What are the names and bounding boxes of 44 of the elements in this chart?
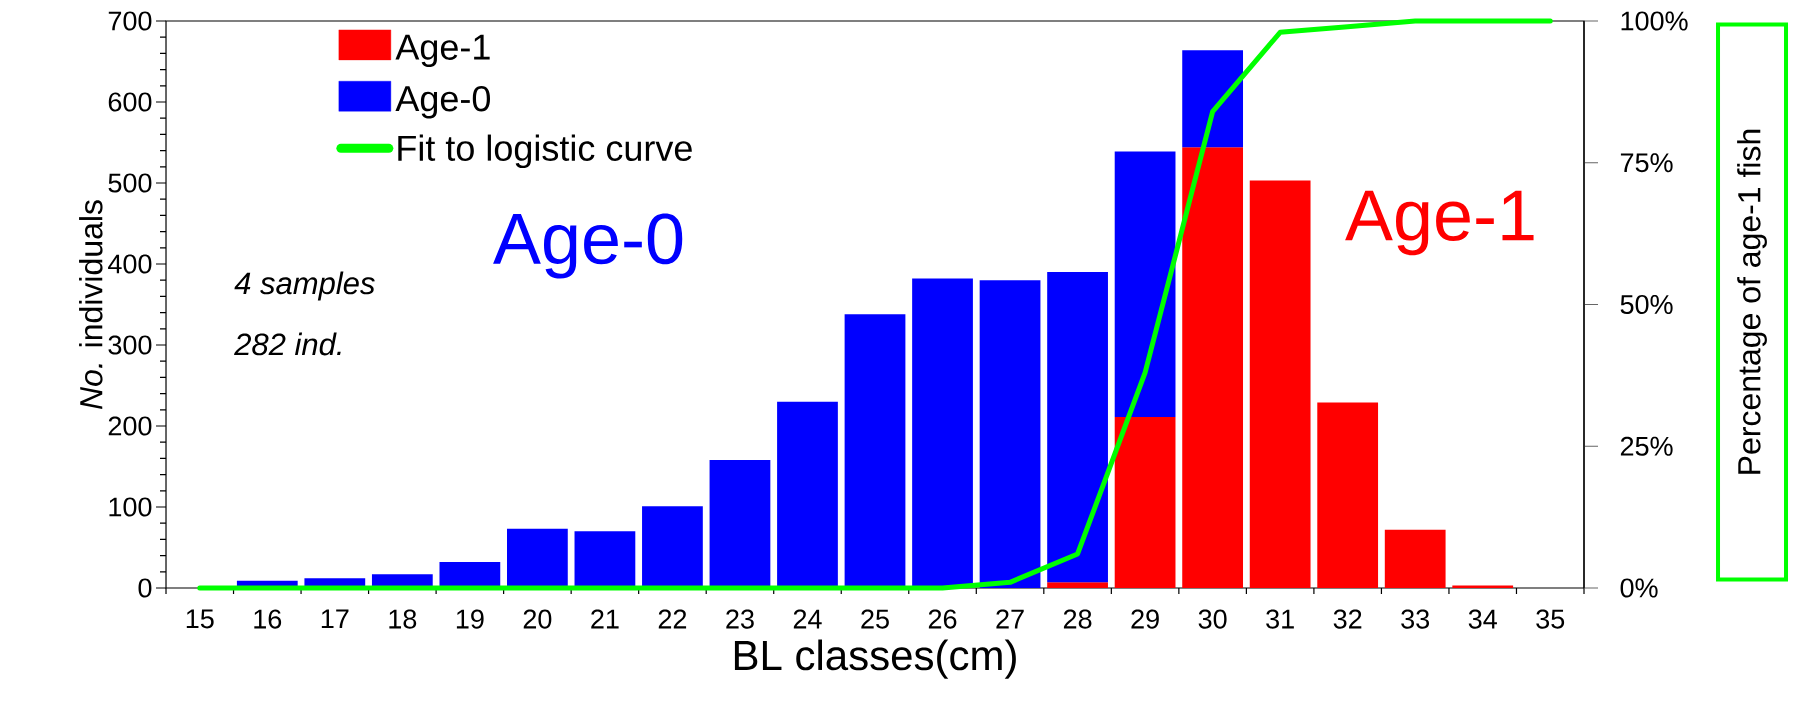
- x-tick-label: 20: [523, 609, 552, 629]
- legend-label: Fit to logistic curve: [398, 134, 692, 169]
- legend-label: Age-0: [395, 85, 491, 119]
- x-tick-label: 29: [1131, 609, 1159, 629]
- y2-tick-label: 25%: [1620, 436, 1673, 456]
- x-tick-label: 35: [1536, 609, 1565, 629]
- y-tick-label: 0: [138, 578, 152, 598]
- x-tick-label: 28: [1063, 609, 1092, 629]
- x-tick-label: 26: [928, 609, 957, 629]
- x-tick-label: 25: [861, 609, 889, 629]
- annotation: 282 ind.: [234, 332, 341, 356]
- x-tick-label: 19: [456, 609, 484, 629]
- x-tick-label: 32: [1333, 609, 1362, 629]
- annotation: 4 samples: [234, 271, 375, 301]
- y-tick-label: 200: [108, 416, 152, 436]
- annotation: Age-0: [493, 213, 683, 279]
- x-axis-title: BL classes(cm): [734, 639, 1016, 679]
- y-tick-label: 300: [108, 335, 152, 355]
- x-tick-label: 22: [658, 609, 687, 629]
- y2-axis-title: Percentage of age-1 fish: [1737, 129, 1767, 474]
- x-tick-label: 27: [996, 609, 1024, 629]
- x-tick-label: 15: [186, 609, 214, 629]
- y-tick-label: 500: [108, 173, 152, 193]
- y-tick-label: 600: [108, 92, 152, 112]
- y2-tick-label: 100%: [1621, 11, 1688, 31]
- annotation: Age-1: [1345, 190, 1534, 256]
- y-tick-label: 400: [108, 254, 152, 274]
- x-tick-label: 24: [793, 609, 822, 629]
- y2-tick-label: 0%: [1620, 578, 1658, 598]
- x-tick-label: 17: [321, 609, 349, 629]
- x-tick-label: 33: [1401, 609, 1430, 629]
- y2-tick-label: 50%: [1620, 294, 1673, 315]
- x-tick-label: 21: [591, 609, 619, 629]
- y-tick-label: 700: [108, 11, 152, 31]
- x-tick-label: 23: [726, 609, 754, 629]
- x-tick-label: 31: [1266, 609, 1294, 629]
- y-axis-title: No. individuals: [79, 200, 103, 410]
- y-tick-label: 100: [109, 497, 152, 517]
- y2-tick-label: 75%: [1620, 153, 1673, 173]
- x-tick-label: 30: [1198, 609, 1227, 629]
- x-tick-label: 16: [254, 609, 282, 629]
- legend-label: Age-1: [395, 34, 490, 67]
- x-tick-label: 18: [389, 609, 417, 629]
- x-tick-label: 34: [1468, 609, 1497, 629]
